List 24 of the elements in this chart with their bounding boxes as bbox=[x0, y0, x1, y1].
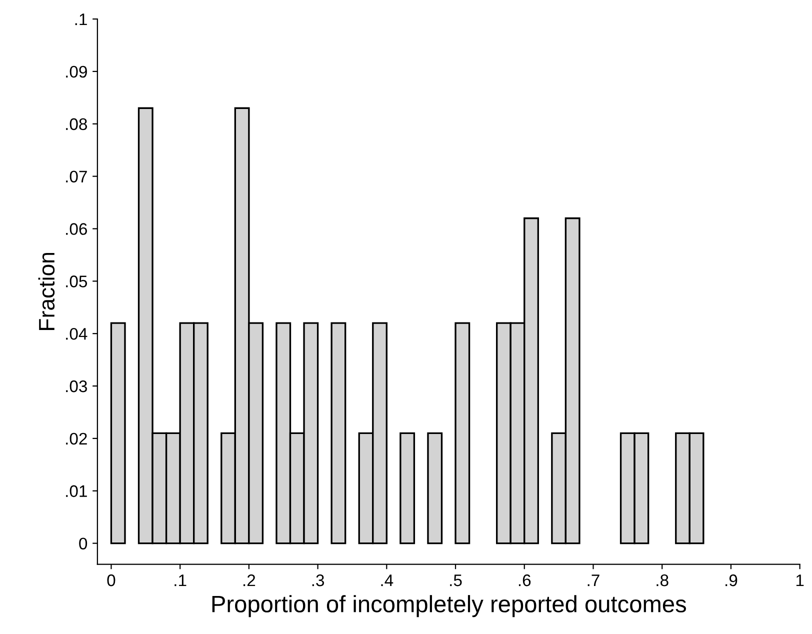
y-tick-label: .1 bbox=[75, 14, 87, 26]
y-tick-label: .02 bbox=[66, 432, 87, 445]
x-tick-label: .9 bbox=[726, 574, 738, 586]
x-tick-label: .7 bbox=[588, 574, 600, 586]
y-tick-label: .09 bbox=[66, 66, 87, 78]
x-tick-label: .1 bbox=[174, 574, 186, 586]
x-tick-label: .4 bbox=[381, 574, 394, 586]
x-tick-label: .8 bbox=[656, 574, 668, 586]
y-tick-label: .04 bbox=[66, 328, 88, 340]
y-tick-label: .05 bbox=[66, 276, 88, 288]
y-tick-label: 0 bbox=[79, 538, 88, 550]
x-tick-label: 0 bbox=[107, 574, 116, 586]
y-tick-label: .01 bbox=[66, 485, 87, 498]
x-tick-label: .6 bbox=[518, 574, 531, 586]
y-tick-label: .08 bbox=[66, 118, 87, 130]
x-axis-title: Proportion of incompletely reported outcomes bbox=[212, 595, 686, 618]
x-tick-label: .3 bbox=[312, 574, 324, 586]
y-tick-label: .03 bbox=[66, 380, 87, 392]
y-tick-label: .06 bbox=[66, 223, 87, 235]
x-tick-label: .5 bbox=[450, 574, 462, 586]
y-axis-title: Fraction bbox=[38, 252, 55, 330]
x-tick-label: 1 bbox=[796, 574, 804, 586]
y-tick-label: .07 bbox=[66, 170, 87, 183]
x-tick-label: .2 bbox=[244, 574, 256, 586]
